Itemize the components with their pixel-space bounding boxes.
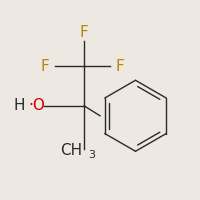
Text: ·O: ·O (28, 98, 45, 113)
Text: CH: CH (60, 143, 82, 158)
Text: F: F (115, 59, 124, 74)
Text: H: H (14, 98, 25, 113)
Text: 3: 3 (88, 150, 95, 160)
Text: F: F (40, 59, 49, 74)
Text: F: F (80, 25, 89, 40)
